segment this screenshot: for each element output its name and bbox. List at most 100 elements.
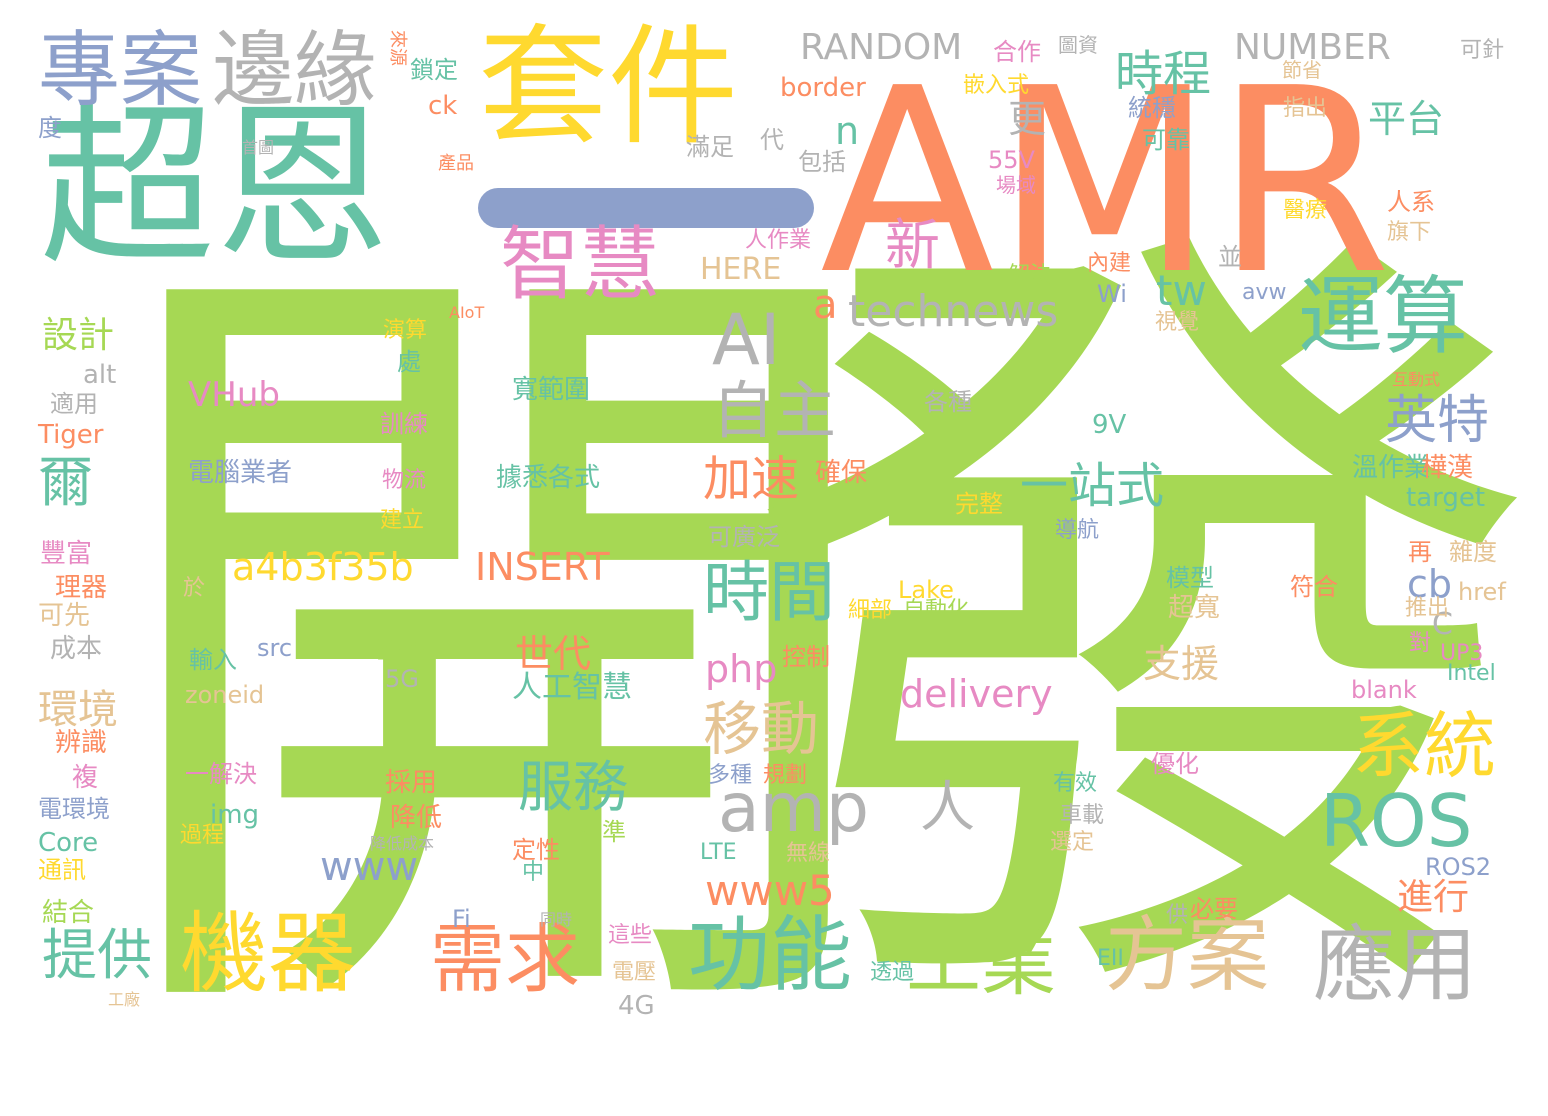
word-cjk-165: 工廠 bbox=[108, 990, 141, 1009]
word-cjk-10: 新 bbox=[885, 213, 941, 277]
word-cjk-99: 樺漢 bbox=[1421, 453, 1474, 483]
word-cjk-89: 互動式 bbox=[1392, 370, 1441, 389]
word-cjk-83: 內建 bbox=[1087, 251, 1132, 276]
word-cjk-28: 人 bbox=[920, 775, 976, 839]
word-cjk-48: 寬範圍 bbox=[512, 375, 591, 405]
word-number: NUMBER bbox=[1234, 27, 1391, 68]
word-cjk-12: 平台 bbox=[1368, 97, 1445, 141]
word-cjk-124: 輸入 bbox=[189, 646, 237, 674]
word-cjk-4: 套件 bbox=[478, 11, 739, 163]
word-cjk-74: 產品 bbox=[438, 153, 474, 174]
word-zoneid: zoneid bbox=[185, 681, 265, 709]
word-cjk-126: 整體 bbox=[377, 636, 425, 664]
word-cjk-137: 有效 bbox=[1053, 771, 1098, 796]
word-cjk-75: 首圖 bbox=[242, 138, 275, 157]
word-cjk-155: 必要 bbox=[1190, 895, 1238, 923]
word-cjk-105: 建立 bbox=[380, 508, 425, 533]
word-cjk-96: 各種 bbox=[924, 388, 972, 416]
word-cjk-159: 同時 bbox=[540, 910, 573, 929]
word-lake: Lake bbox=[898, 576, 954, 604]
word-cjk-156: 供 bbox=[1166, 903, 1189, 928]
word-amr: AMR bbox=[820, 34, 1392, 331]
word-cjk-143: 降低成本 bbox=[370, 834, 435, 853]
word-cjk-109: 豐富 bbox=[40, 539, 93, 569]
word-cjk-38: 方案 bbox=[1105, 908, 1270, 1003]
word-c: C bbox=[1432, 607, 1453, 642]
word-cjk-114: 符合 bbox=[1290, 573, 1338, 601]
word-img: img bbox=[210, 800, 260, 830]
word-cjk-144: 車載 bbox=[1060, 803, 1105, 828]
word-cjk-78: 人系 bbox=[1387, 188, 1435, 216]
word-cjk-150: 無線 bbox=[786, 841, 831, 866]
word-cjk-136: 複 bbox=[72, 763, 99, 793]
word-cjk-157: 結合 bbox=[42, 898, 95, 928]
word-cjk-1: 發 bbox=[745, 164, 1545, 1096]
word-cjk-63: 可針 bbox=[1460, 38, 1505, 63]
word-cjk-140: 降低 bbox=[390, 803, 443, 833]
word-5g: 5G bbox=[385, 665, 419, 693]
word-cjk-17: 英特 bbox=[1385, 391, 1490, 451]
word-cjk-7: 智慧 bbox=[500, 218, 660, 311]
word-cjk-58: 合作 bbox=[993, 38, 1041, 66]
word-cjk-6: 邊緣 bbox=[212, 23, 377, 118]
word-cjk-79: 旗下 bbox=[1387, 220, 1432, 245]
word-cjk-18: 爾 bbox=[38, 450, 94, 514]
word-cjk-113: 模型 bbox=[1166, 564, 1214, 592]
word-cjk-52: 支援 bbox=[1143, 642, 1220, 686]
word-cjk-112: 於 bbox=[183, 576, 206, 601]
word-cjk-102: 物流 bbox=[382, 468, 427, 493]
word-cloud: 開發 AMR 超恩 套件 專案 邊緣 智慧 運算 AI 新 時程 平台 RANDOM NUMBER tech… bbox=[38, 11, 1545, 1096]
word-delivery: delivery bbox=[900, 672, 1053, 716]
word-cjk-141: 電環境 bbox=[38, 795, 110, 823]
word-cjk-115: 超寬 bbox=[1168, 593, 1221, 623]
word-cjk-59: 嵌入式 bbox=[963, 73, 1030, 98]
word-alt: alt bbox=[83, 360, 117, 390]
word-cjk-98: 溫作業 bbox=[1352, 453, 1431, 483]
word-lte: LTE bbox=[700, 840, 737, 865]
word-target: target bbox=[1406, 483, 1486, 513]
word-intel: Intel bbox=[1447, 661, 1496, 686]
word-tw: tw bbox=[1156, 266, 1207, 315]
dash-bar bbox=[478, 188, 814, 228]
word-cjk-151: 通訊 bbox=[38, 856, 86, 884]
word-avw: avw bbox=[1242, 280, 1287, 305]
word-cjk-84: 並 bbox=[1218, 243, 1242, 271]
word-cjk-160: 這些 bbox=[608, 923, 653, 948]
word-cjk-20: 一站式 bbox=[1020, 458, 1165, 514]
word-cjk-103: 完整 bbox=[955, 490, 1003, 518]
word-cjk-152: 中 bbox=[522, 860, 545, 885]
word-cjk-66: 統穩 bbox=[1128, 94, 1176, 122]
word-cjk-142: 過程 bbox=[180, 823, 225, 848]
word-cjk-50: 世代 bbox=[515, 632, 592, 676]
word-cjk-73: 來源 bbox=[387, 30, 408, 66]
word-cjk-77: 醫療 bbox=[1283, 198, 1328, 223]
word-cjk-95: 訓練 bbox=[380, 410, 428, 438]
word-cjk-147: 定性 bbox=[512, 836, 560, 864]
word-cjk-72: 代 bbox=[760, 126, 784, 154]
word-tiger: Tiger bbox=[38, 420, 104, 450]
word-cjk-29: 服務 bbox=[518, 755, 629, 819]
word-cjk-90: 演算 bbox=[383, 318, 428, 343]
word-cjk-133: 多種 bbox=[708, 763, 753, 788]
word-cjk-101: 確保 bbox=[815, 458, 868, 488]
word-cjk-110: 理器 bbox=[55, 573, 108, 603]
word-ck: ck bbox=[428, 91, 458, 121]
word-cjk-19: 加速 bbox=[703, 451, 800, 507]
word-cjk-93: 適用 bbox=[50, 390, 98, 418]
word-cjk-35: 需求 bbox=[430, 915, 581, 1003]
word-technews: technews bbox=[848, 286, 1059, 337]
word-www: www bbox=[320, 844, 419, 890]
word-vhub: VHub bbox=[188, 375, 280, 415]
word-cjk-70: 包括 bbox=[798, 148, 846, 176]
word-cjk-3: 超恩 bbox=[40, 86, 390, 289]
word-cjk-36: 功能 bbox=[688, 908, 853, 1003]
word-cjk-71: 滿足 bbox=[686, 133, 734, 161]
word-amp: amp bbox=[718, 769, 870, 848]
word-a: a bbox=[813, 282, 838, 328]
word-cjk-148: 選定 bbox=[1050, 830, 1095, 855]
word-cjk-39: 應用 bbox=[1313, 918, 1478, 1013]
word-cjk-118: 自動化 bbox=[903, 598, 970, 623]
word-cjk-67: 可靠 bbox=[1142, 126, 1190, 154]
word-border: border bbox=[780, 73, 866, 103]
word-cjk-138: 採用 bbox=[385, 768, 438, 798]
